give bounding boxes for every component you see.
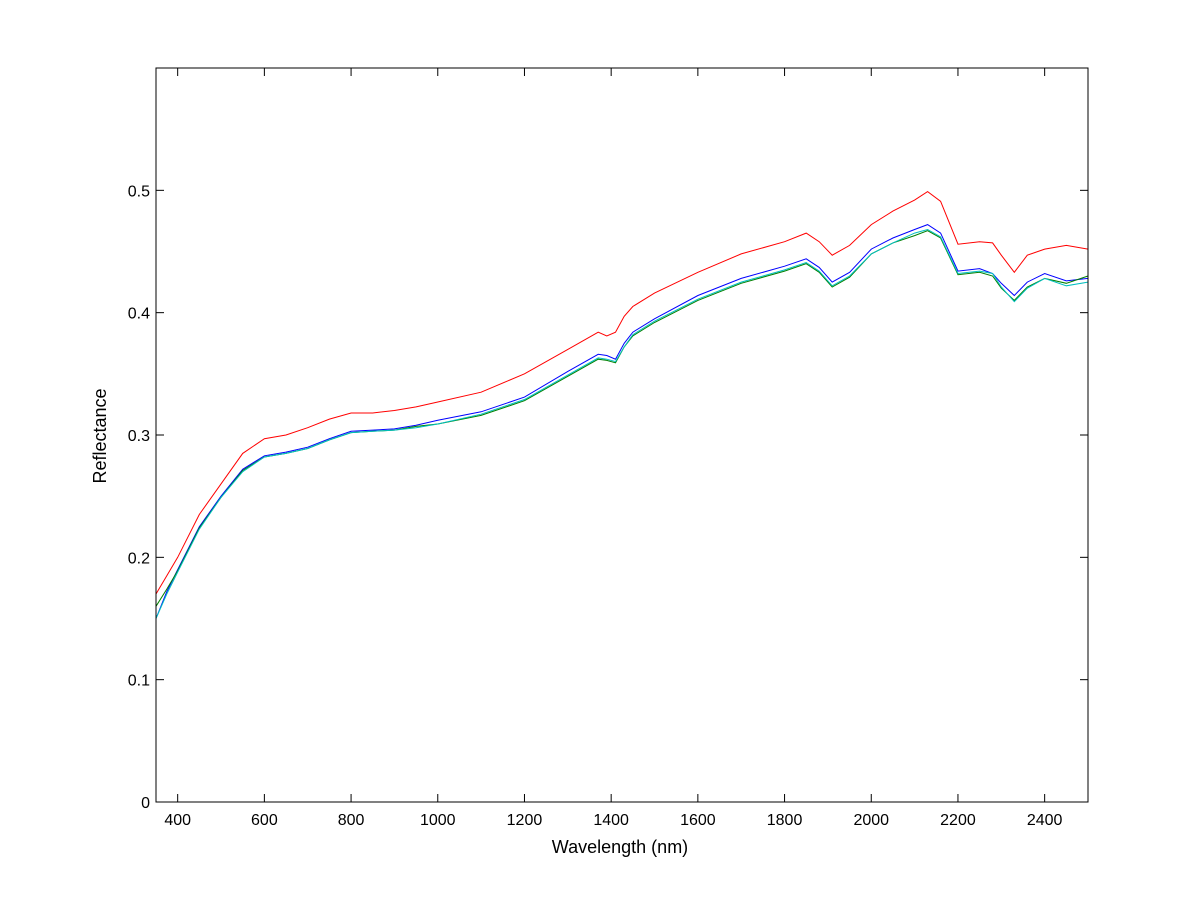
x-tick-label: 1800 <box>767 812 803 829</box>
series-layer <box>155 190 1089 619</box>
plot-area <box>156 68 1088 802</box>
axes-frame <box>155 67 1089 803</box>
y-tick-label: 0.3 <box>128 428 150 445</box>
y-tick-label: 0.5 <box>128 183 150 200</box>
x-tick-label: 2200 <box>940 812 976 829</box>
x-tick-label: 1000 <box>420 812 456 829</box>
series-line-2 <box>155 224 1089 619</box>
y-tick-label: 0 <box>141 795 150 812</box>
series-line-4 <box>155 228 1089 619</box>
x-tick-label: 800 <box>338 812 365 829</box>
y-tick-label: 0.2 <box>128 550 150 567</box>
y-axis-label: Reflectance <box>90 388 110 483</box>
x-tick-label: 600 <box>251 812 278 829</box>
x-tick-label: 400 <box>164 812 191 829</box>
x-tick-label: 2400 <box>1027 812 1063 829</box>
x-tick-label: 1200 <box>507 812 543 829</box>
x-tick-label: 1400 <box>593 812 629 829</box>
x-tick-label: 1600 <box>680 812 716 829</box>
x-tick-label: 2000 <box>853 812 889 829</box>
tick-layer: 400 600 800 1000 1200 1400 1600 1800 2000 2200 240… <box>128 68 1088 829</box>
y-tick-label: 0.4 <box>128 306 150 323</box>
y-tick-label: 0.1 <box>128 673 150 690</box>
x-axis-label: Wavelength (nm) <box>552 837 688 857</box>
series-line-1 <box>155 190 1089 595</box>
